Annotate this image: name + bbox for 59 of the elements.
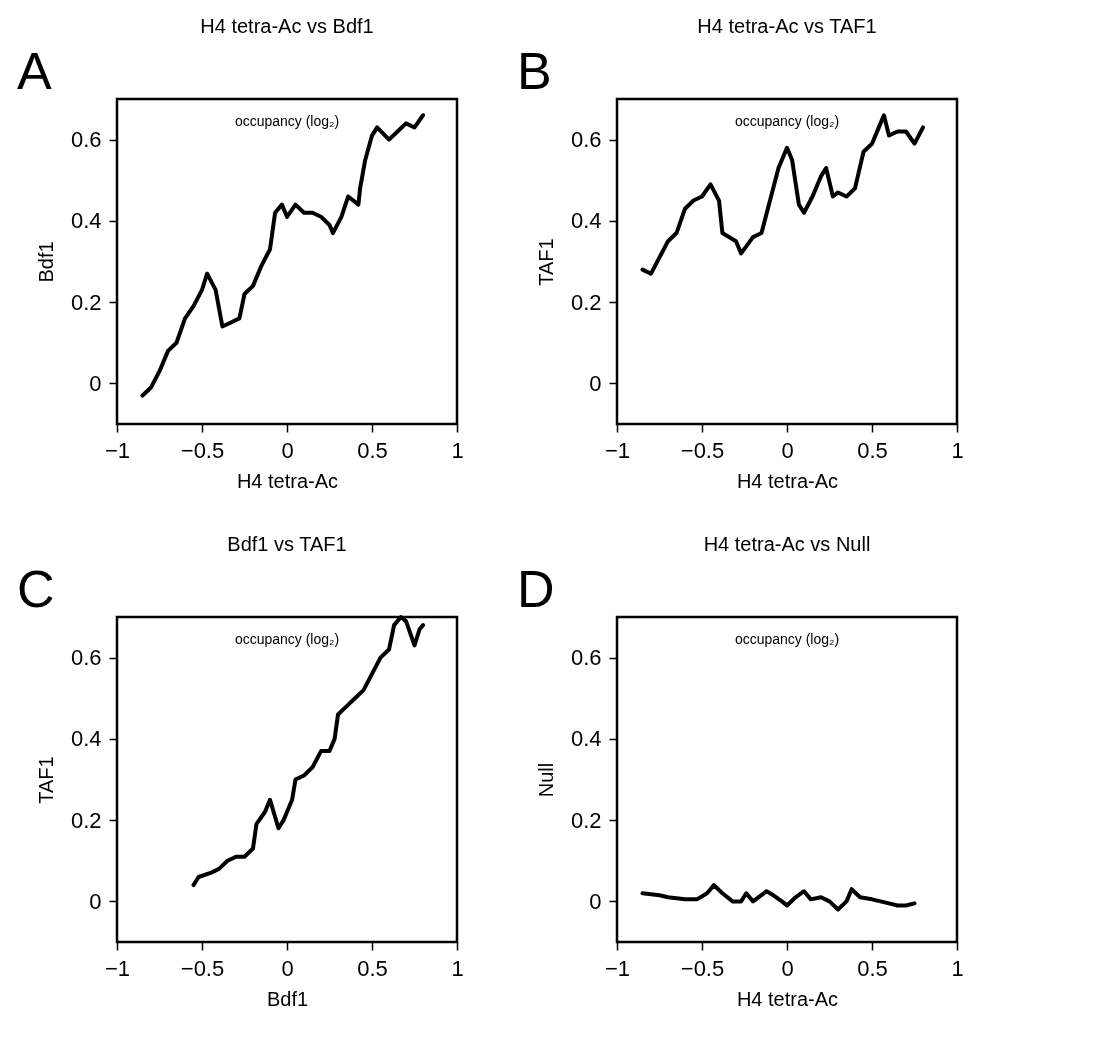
x-tick-label: −0.5 (680, 955, 725, 981)
y-tick-label: 0.6 (70, 645, 102, 671)
x-axis-title: H4 tetra-Ac (736, 987, 839, 1010)
x-tick-label: −0.5 (180, 437, 225, 463)
chart-title: H4 tetra-Ac vs Bdf1 (200, 15, 374, 37)
x-tick-label: −1 (604, 955, 631, 981)
y-tick-label: 0.2 (70, 807, 102, 833)
x-tick-label: −0.5 (680, 437, 725, 463)
x-tick-label: 0.5 (357, 437, 388, 463)
x-tick-label: −1 (104, 437, 131, 463)
x-tick-label: −1 (104, 955, 131, 981)
x-tick-label: 1 (951, 437, 964, 463)
x-tick-label: −1 (604, 437, 631, 463)
y-tick-label: 0.4 (570, 726, 602, 752)
x-tick-label: 0.5 (357, 955, 388, 981)
y-tick-label: 0.2 (570, 289, 602, 315)
line-series (640, 113, 925, 276)
x-tick-label: 1 (451, 437, 464, 463)
y-tick-label: 0.4 (70, 208, 102, 234)
line-series (140, 113, 425, 398)
text: B (517, 42, 552, 100)
x-tick-label: 0 (281, 437, 294, 463)
x-tick-label: 0 (781, 437, 794, 463)
y-tick-label: 0 (89, 370, 102, 396)
y-tick-label: 0.6 (70, 127, 102, 153)
x-tick-label: 0.5 (857, 437, 888, 463)
y-tick-label: 0.6 (570, 127, 602, 153)
text: C (17, 560, 55, 618)
chart-title: H4 tetra-Ac vs Null (703, 533, 871, 555)
y-axis-title: TAF1 (34, 756, 57, 804)
y-tick-label: 0.4 (570, 208, 602, 234)
y-tick-label: 0.2 (570, 807, 602, 833)
annotation: occupancy (log₂) (734, 631, 840, 647)
y-tick-label: 0.2 (70, 289, 102, 315)
x-tick-label: 1 (951, 955, 964, 981)
x-tick-label: 0.5 (857, 955, 888, 981)
y-tick-label: 0 (589, 370, 602, 396)
y-axis-title: TAF1 (534, 238, 557, 286)
x-axis-title: H4 tetra-Ac (236, 469, 339, 492)
y-tick-label: 0.4 (70, 726, 102, 752)
y-tick-label: 0.6 (570, 645, 602, 671)
x-tick-label: 1 (451, 955, 464, 981)
y-tick-label: 0 (89, 888, 102, 914)
y-tick-label: 0 (589, 888, 602, 914)
annotation: occupancy (log₂) (734, 113, 840, 129)
line-series (640, 883, 917, 912)
x-tick-label: 0 (281, 955, 294, 981)
annotation: occupancy (log₂) (234, 631, 340, 647)
text: D (517, 560, 555, 618)
x-tick-label: 0 (781, 955, 794, 981)
y-axis-title: Bdf1 (34, 241, 57, 283)
text: A (17, 42, 52, 100)
y-axis-title: Null (534, 762, 557, 798)
chart-title: Bdf1 vs TAF1 (227, 533, 347, 555)
x-axis-title: Bdf1 (266, 987, 309, 1010)
x-axis-title: H4 tetra-Ac (736, 469, 839, 492)
chart-title: H4 tetra-Ac vs TAF1 (697, 15, 877, 37)
x-tick-label: −0.5 (180, 955, 225, 981)
annotation: occupancy (log₂) (234, 113, 340, 129)
